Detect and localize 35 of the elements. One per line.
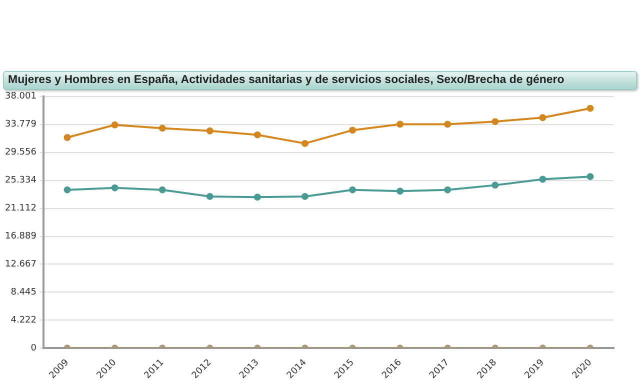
point <box>111 121 118 128</box>
chart-title: Mujeres y Hombres en España, Actividades sanitarias y de servicios sociales, Sexo/Brecha de género <box>3 71 637 90</box>
point <box>158 186 166 194</box>
y-tick-label: 21.112 <box>4 204 36 214</box>
point <box>301 192 308 200</box>
y-tick-label: 25.334 <box>4 176 37 186</box>
y-tick-label: 12.667 <box>4 260 36 270</box>
point <box>254 131 261 138</box>
y-tick-label: 38.001 <box>4 92 36 102</box>
point <box>396 188 404 195</box>
point <box>492 182 499 189</box>
point <box>349 186 356 194</box>
point <box>349 126 356 134</box>
point <box>158 124 166 132</box>
point <box>444 120 452 128</box>
y-tick-label: 33.779 <box>4 120 37 130</box>
point <box>586 104 594 112</box>
point <box>64 134 71 141</box>
point <box>301 140 308 147</box>
point <box>492 118 499 126</box>
point <box>64 186 71 194</box>
y-tick-label: 8.445 <box>10 288 36 298</box>
y-tick-label: 29.556 <box>4 148 37 158</box>
point <box>206 127 214 134</box>
y-tick-label: 16.889 <box>4 232 37 242</box>
point <box>111 184 118 192</box>
point <box>539 176 546 183</box>
point <box>254 194 261 201</box>
y-tick-label: 0 <box>30 344 37 354</box>
y-tick-label: 4.222 <box>10 316 36 326</box>
point <box>539 114 546 122</box>
point <box>396 120 404 128</box>
point <box>444 186 452 194</box>
point <box>206 192 214 200</box>
point <box>586 173 594 180</box>
